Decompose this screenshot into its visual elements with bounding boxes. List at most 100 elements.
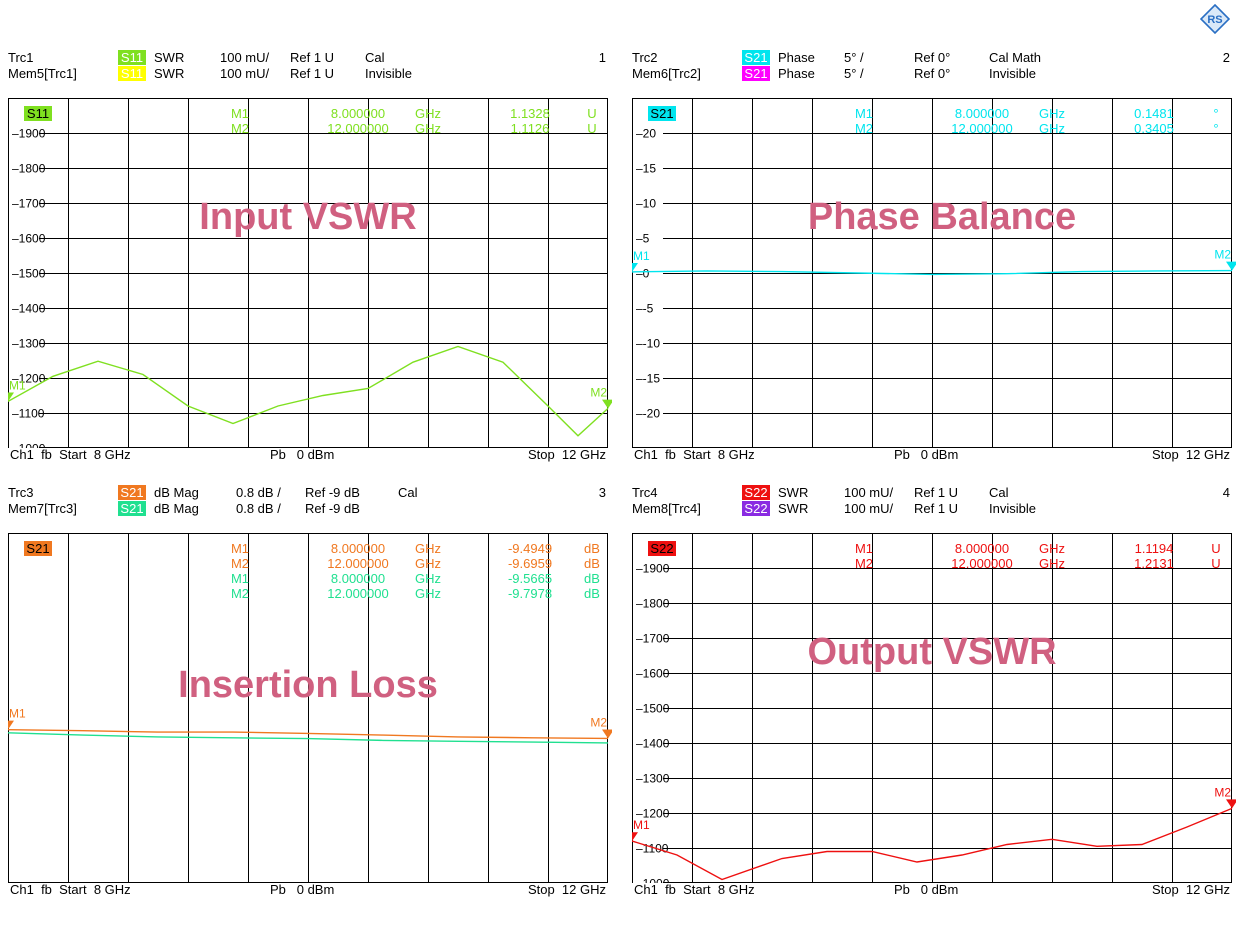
trace-format: dB Mag — [154, 485, 199, 500]
tick-label-bg — [633, 631, 663, 646]
marker-label: M1 — [9, 707, 26, 721]
trace-header: Trc1 S11 SWR 100 mU/Ref 1 U Cal Mem5[Trc1] S11… — [8, 50, 608, 94]
tick-label-bg — [633, 196, 663, 211]
tick-label-bg — [633, 371, 663, 386]
marker-table-unit: GHz — [1039, 106, 1065, 121]
trace-scale: 0.8 dB / — [236, 501, 281, 516]
marker-label: M1 — [633, 249, 650, 263]
marker-label: M2 — [590, 715, 607, 729]
trace-status: Invisible — [989, 66, 1036, 81]
tick-label-bg — [633, 161, 663, 176]
chart-panel-input-vswr: Trc1 S11 SWR 100 mU/Ref 1 U Cal Mem5[Trc1] S11… — [8, 50, 612, 490]
tick-label-bg — [633, 231, 663, 246]
trace-scale: 5° / — [844, 50, 864, 65]
footer-start: Ch1 fb Start 8 GHz — [10, 447, 131, 462]
y-tick-label: –1900 — [636, 562, 670, 576]
marker-table-name: M2 — [855, 556, 873, 571]
marker-table-freq: 12.000000 — [951, 556, 1012, 571]
marker-table-name: M1 — [231, 571, 249, 586]
trace-status: Cal Math — [989, 50, 1042, 65]
active-trace-badge — [24, 106, 52, 121]
marker-triangle[interactable] — [632, 832, 638, 842]
series-line — [8, 732, 609, 744]
trace-name: Trc2 — [632, 50, 658, 65]
trace-ref: Ref 1 U — [914, 501, 959, 516]
panel-number: 3 — [598, 485, 606, 500]
trace-header: Trc4 S22 SWR 100 mU/Ref 1 U Cal Mem8[Trc4] S22… — [632, 485, 1232, 529]
trace-param-badge: S21 — [118, 485, 146, 500]
y-tick-label: –1200 — [636, 807, 670, 821]
trace-status: Cal — [365, 50, 385, 65]
footer-start: Ch1 fb Start 8 GHz — [10, 882, 131, 897]
y-tick-label: –-20 — [636, 407, 660, 421]
marker-table-name: M2 — [231, 586, 249, 601]
tick-label-bg — [633, 876, 663, 883]
chart-panel-output-vswr: Trc4 S22 SWR 100 mU/Ref 1 U Cal Mem8[Trc4] S22… — [632, 485, 1236, 925]
y-tick-label: –1000 — [636, 877, 670, 884]
trace-name: Trc3 — [8, 485, 34, 500]
footer-start: Ch1 fb Start 8 GHz — [634, 447, 755, 462]
trace-status: Invisible — [365, 66, 412, 81]
marker-triangle[interactable] — [8, 720, 14, 730]
marker-table-name: M1 — [855, 541, 873, 556]
tick-label-bg — [633, 266, 663, 281]
tick-label-bg — [633, 736, 663, 751]
trace-ref: Ref 1 U — [290, 66, 335, 81]
tick-label-bg — [9, 441, 39, 448]
marker-triangle[interactable] — [8, 392, 14, 402]
tick-label-bg — [9, 266, 39, 281]
y-tick-label: –1600 — [636, 667, 670, 681]
series-line — [8, 345, 609, 437]
marker-triangle[interactable] — [602, 399, 612, 409]
marker-table-freq: 8.000000 — [955, 541, 1009, 556]
y-tick-label: –15 — [636, 162, 656, 176]
marker-table-name: M2 — [231, 556, 249, 571]
y-tick-label: –1200 — [12, 372, 46, 386]
marker-table-freq: 12.000000 — [951, 121, 1012, 136]
trace-ref: Ref -9 dB — [305, 501, 360, 516]
tick-label-bg — [633, 806, 663, 821]
marker-table-value-unit: U — [587, 121, 596, 136]
marker-label: M2 — [1214, 785, 1231, 799]
trace-format: Phase — [778, 50, 815, 65]
marker-table-freq: 12.000000 — [327, 556, 388, 571]
trace-scale: 100 mU/ — [844, 485, 894, 500]
trace-param-badge: S11 — [118, 66, 146, 81]
y-tick-label: –-15 — [636, 372, 660, 386]
y-tick-label: –1800 — [636, 597, 670, 611]
marker-table-value-unit: dB — [584, 571, 600, 586]
tick-label-bg — [633, 841, 663, 856]
marker-table-name: M1 — [231, 541, 249, 556]
chart-panel-insertion-loss: Trc3 S21 dB Mag 0.8 dB / Ref -9 dB Cal Mem7[Tr… — [8, 485, 612, 925]
trace-name: Mem6[Trc2] — [632, 66, 701, 81]
trace-scale: 0.8 dB / — [236, 485, 281, 500]
panel-number: 4 — [1222, 485, 1230, 500]
active-trace-badge — [648, 541, 676, 556]
trace-ref: Ref 1 U — [914, 485, 959, 500]
marker-triangle[interactable] — [602, 729, 612, 739]
y-tick-label: –10 — [636, 197, 656, 211]
marker-table-value: -9.6959 — [508, 556, 552, 571]
marker-table-name: M2 — [855, 121, 873, 136]
footer-stop: Stop 12 GHz — [527, 447, 606, 462]
y-tick-label: –5 — [636, 232, 650, 246]
channel-footer: Ch1 fb Start 8 GHz Pb 0 dBm Stop 12 GHz — [8, 447, 608, 465]
footer-start: Ch1 fb Start 8 GHz — [634, 882, 755, 897]
y-tick-label: –1000 — [12, 442, 46, 449]
trace-param-badge: S21 — [742, 50, 770, 65]
footer-stop: Stop 12 GHz — [1151, 447, 1230, 462]
marker-table-value-unit: ° — [1213, 106, 1218, 121]
marker-table-unit: GHz — [415, 556, 441, 571]
marker-table-value-unit: dB — [584, 556, 600, 571]
trace-format: SWR — [154, 50, 185, 65]
trace-format: Phase — [778, 66, 815, 81]
marker-table-value-unit: U — [1211, 556, 1220, 571]
marker-table-name: M1 — [855, 106, 873, 121]
tick-label-bg — [9, 336, 39, 351]
footer-power: Pb 0 dBm — [270, 882, 335, 897]
plot-area: –1900 –1800 –1700 –1600 –1500 –1400 –1300 –1200… — [8, 98, 612, 448]
y-tick-label: –1300 — [12, 337, 46, 351]
marker-table-unit: GHz — [415, 571, 441, 586]
trace-scale: 100 mU/ — [844, 501, 894, 516]
trace-name: Trc1 — [8, 50, 34, 65]
